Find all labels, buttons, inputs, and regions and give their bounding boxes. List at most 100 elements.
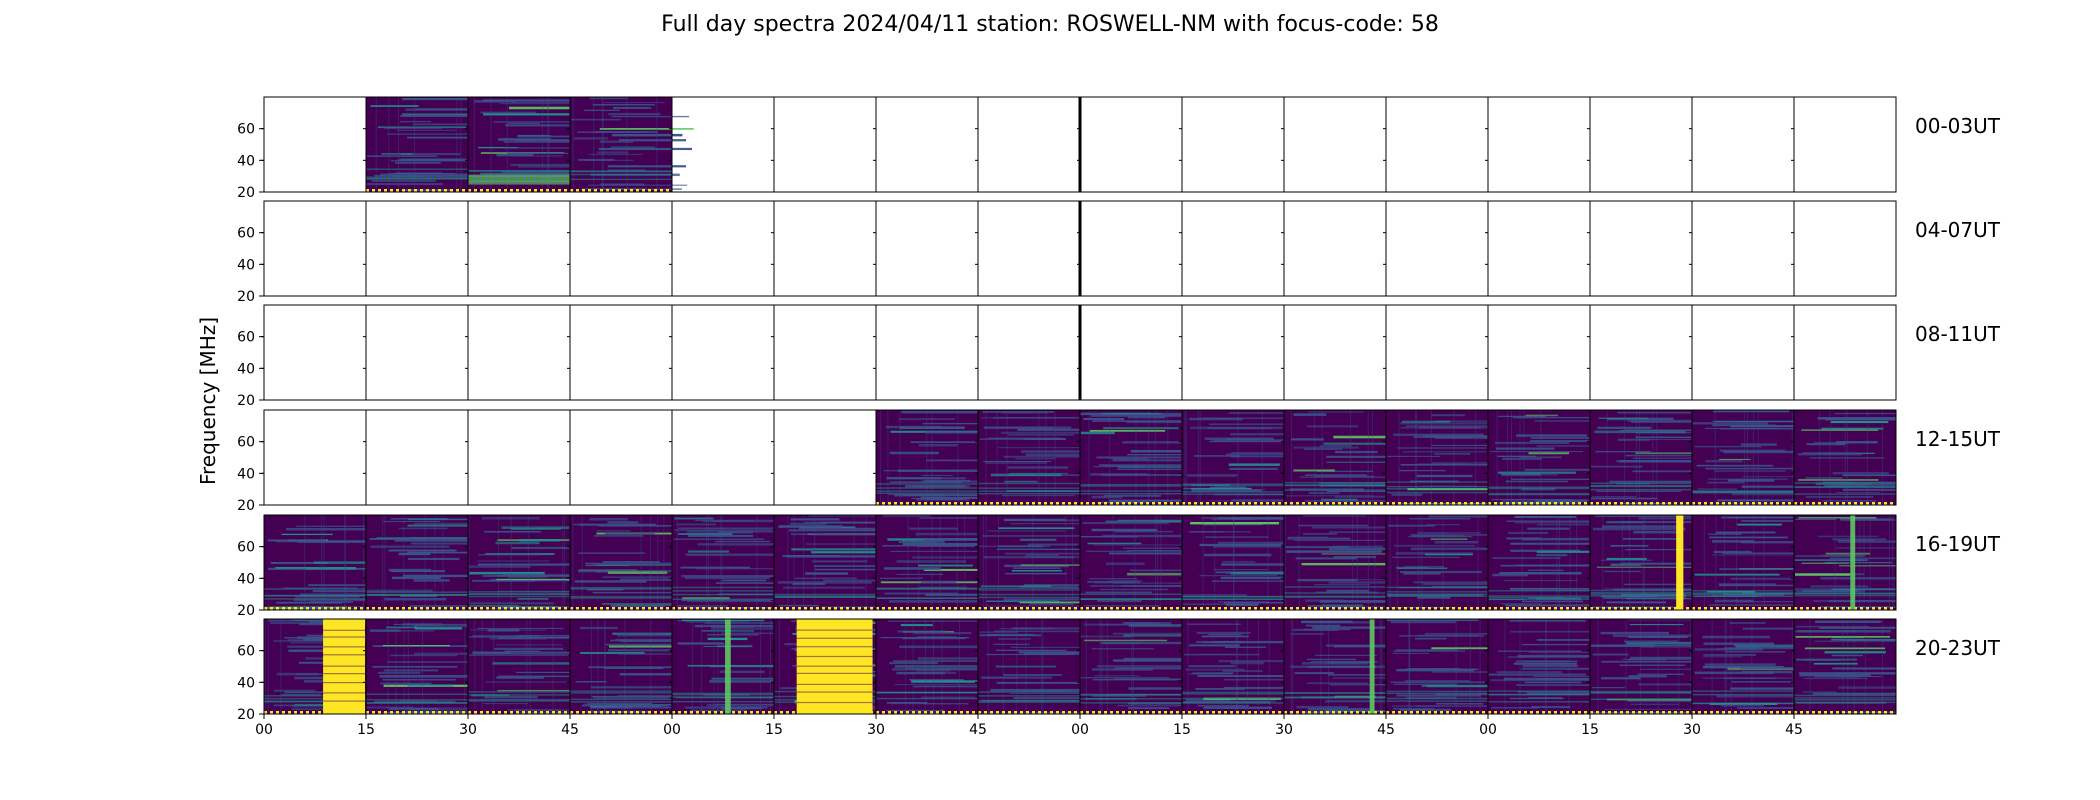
spectrum-streak xyxy=(1387,524,1436,527)
spectrum-streak xyxy=(402,113,492,116)
panel-border xyxy=(875,200,979,297)
spectrum-band xyxy=(1182,483,1284,485)
calibration-dot xyxy=(1314,502,1317,505)
calibration-dot xyxy=(1140,502,1143,505)
calibration-dot xyxy=(1332,607,1335,610)
panel-border xyxy=(1181,200,1285,297)
spectrum-streak xyxy=(1082,522,1169,524)
calibration-dot xyxy=(558,189,561,192)
spectrum-band xyxy=(1488,598,1590,600)
spectrum-striation xyxy=(481,619,483,714)
calibration-dot xyxy=(912,711,915,714)
calibration-dot xyxy=(1806,502,1809,505)
spectrum-streak xyxy=(1431,414,1466,417)
spectrum-streak xyxy=(370,545,450,548)
spectrum-streak xyxy=(925,593,994,596)
calibration-dot xyxy=(1638,502,1641,505)
spectrum-striation xyxy=(591,619,593,714)
spectrum-streak xyxy=(1824,484,1867,487)
spectrum-streak xyxy=(380,173,468,177)
calibration-dot xyxy=(1266,711,1269,714)
spectrum-streak xyxy=(1028,603,1075,605)
spectrum-streak xyxy=(1640,646,1693,648)
spectrum-striation xyxy=(1725,619,1727,714)
calibration-dot xyxy=(678,711,681,714)
spectrum-band xyxy=(1386,593,1488,595)
calibration-dot xyxy=(1584,607,1587,610)
calibration-dot xyxy=(474,711,477,714)
calibration-dot xyxy=(438,607,441,610)
spectrum-streak xyxy=(1521,667,1617,670)
spectrum-striation xyxy=(918,515,920,610)
spectrum-striation xyxy=(572,515,574,610)
burst-stripe xyxy=(796,691,873,693)
spectrum-streak xyxy=(507,122,541,125)
spectrum-streak xyxy=(497,689,597,692)
spectrum-block xyxy=(1284,515,1386,610)
calibration-dot xyxy=(552,607,555,610)
calibration-dot xyxy=(1818,711,1821,714)
spectrum-streak xyxy=(493,120,570,123)
calibration-dot xyxy=(1866,502,1869,505)
calibration-dot xyxy=(1440,607,1443,610)
spectrum-streak xyxy=(477,560,550,562)
spectrum-streak xyxy=(1285,546,1350,549)
spectrum-streak xyxy=(1003,598,1087,601)
calibration-dot xyxy=(504,189,507,192)
spectrum-striation xyxy=(769,619,771,714)
spectrum-streak xyxy=(1712,554,1808,556)
calibration-dot xyxy=(1848,607,1851,610)
calibration-dot xyxy=(1050,607,1053,610)
calibration-dot xyxy=(528,189,531,192)
spectrum-streak xyxy=(485,553,555,556)
calibration-dot xyxy=(1758,607,1761,610)
calibration-dot xyxy=(366,607,369,610)
spectrum-striation xyxy=(1504,619,1506,714)
x-tick-label: 00 xyxy=(663,722,681,738)
spectrum-streak xyxy=(1717,499,1795,502)
spectrum-streak xyxy=(1417,634,1478,637)
spectrum-streak xyxy=(1103,494,1162,497)
panel-border xyxy=(773,409,877,506)
spectrum-streak xyxy=(1080,431,1115,435)
spectrum-striation xyxy=(1602,515,1604,610)
spectrum-striation xyxy=(1371,410,1373,505)
spectrum-streak xyxy=(1703,656,1743,658)
calibration-dot xyxy=(468,189,471,192)
spectrum-streak xyxy=(1832,538,1887,541)
calibration-dot xyxy=(996,711,999,714)
spectrum-striation xyxy=(1639,619,1641,714)
spectrum-band xyxy=(570,586,672,589)
spectrum-streak xyxy=(901,410,1003,414)
spectrum-streak xyxy=(694,519,793,521)
calibration-dot xyxy=(972,502,975,505)
spectrum-striation xyxy=(506,97,508,192)
spectrum-streak xyxy=(390,160,490,162)
spectrum-striation xyxy=(1261,410,1263,505)
spectrum-streak xyxy=(1740,443,1777,446)
calibration-dot xyxy=(1602,607,1605,610)
spectrum-streak xyxy=(1319,600,1414,603)
calibration-dot xyxy=(1500,711,1503,714)
calibration-dot xyxy=(1620,711,1623,714)
calibration-dot xyxy=(1884,607,1887,610)
calibration-dot xyxy=(1668,607,1671,610)
x-tick-label: 30 xyxy=(867,722,885,738)
burst-stripe xyxy=(323,646,366,648)
spectrum-streak xyxy=(811,551,905,554)
y-tick-label: 60 xyxy=(237,540,255,556)
calibration-dot xyxy=(1302,607,1305,610)
spectrum-streak xyxy=(312,590,404,593)
calibration-dot xyxy=(636,607,639,610)
spectrum-striation xyxy=(1569,515,1571,610)
spectrum-streak xyxy=(1294,539,1389,541)
spectrum-streak xyxy=(469,571,545,575)
calibration-dot xyxy=(642,607,645,610)
spectrum-streak xyxy=(305,567,369,570)
spectrum-band xyxy=(876,697,978,700)
spectrum-streak xyxy=(1713,410,1790,413)
spectrum-streak xyxy=(515,139,578,142)
calibration-dot xyxy=(1140,711,1143,714)
calibration-dot xyxy=(906,607,909,610)
spectrum-striation xyxy=(304,515,306,610)
